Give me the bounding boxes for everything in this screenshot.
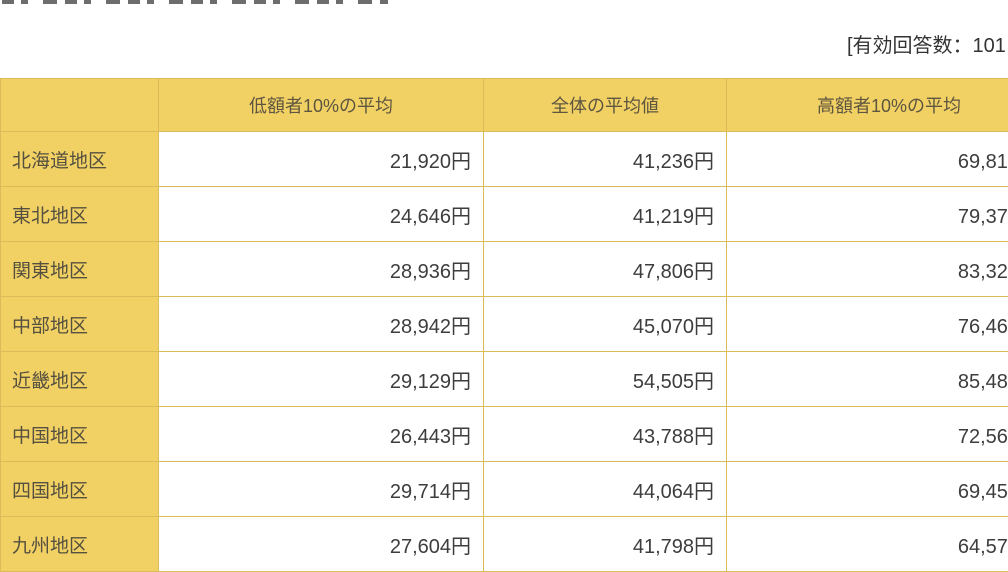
cell-overall: 41,236円 (484, 132, 727, 187)
row-label: 東北地区 (1, 187, 159, 242)
table-body: 北海道地区 21,920円 41,236円 69,810円 東北地区 24,64… (1, 132, 1008, 572)
cell-low10: 26,443円 (159, 407, 484, 462)
table-row: 関東地区 28,936円 47,806円 83,320円 (1, 242, 1008, 297)
cell-high10: 69,450円 (727, 462, 1008, 517)
cell-overall: 41,219円 (484, 187, 727, 242)
cell-overall: 41,798円 (484, 517, 727, 572)
row-label: 関東地区 (1, 242, 159, 297)
cell-high10: 85,484円 (727, 352, 1008, 407)
cell-overall: 44,064円 (484, 462, 727, 517)
cell-high10: 72,560円 (727, 407, 1008, 462)
table-row: 中国地区 26,443円 43,788円 72,560円 (1, 407, 1008, 462)
table-row: 北海道地区 21,920円 41,236円 69,810円 (1, 132, 1008, 187)
row-label: 北海道地区 (1, 132, 159, 187)
cell-overall: 54,505円 (484, 352, 727, 407)
cell-low10: 24,646円 (159, 187, 484, 242)
cell-overall: 43,788円 (484, 407, 727, 462)
table-row: 中部地区 28,942円 45,070円 76,460円 (1, 297, 1008, 352)
cell-overall: 45,070円 (484, 297, 727, 352)
table-row: 近畿地区 29,129円 54,505円 85,484円 (1, 352, 1008, 407)
cell-low10: 28,942円 (159, 297, 484, 352)
cell-high10: 69,810円 (727, 132, 1008, 187)
column-header-high10: 高額者10%の平均 (727, 79, 1008, 132)
table-row: 四国地区 29,714円 44,064円 69,450円 (1, 462, 1008, 517)
header-row: 低額者10%の平均 全体の平均値 高額者10%の平均 (1, 79, 1008, 132)
column-header-overall: 全体の平均値 (484, 79, 727, 132)
cell-overall: 47,806円 (484, 242, 727, 297)
cell-high10: 79,373円 (727, 187, 1008, 242)
row-label: 近畿地区 (1, 352, 159, 407)
column-header-low10: 低額者10%の平均 (159, 79, 484, 132)
page: { "annotation": { "valid_responses_note"… (0, 0, 1008, 557)
cell-low10: 28,936円 (159, 242, 484, 297)
cell-low10: 29,714円 (159, 462, 484, 517)
regional-averages-table: 低額者10%の平均 全体の平均値 高額者10%の平均 北海道地区 21,920円… (0, 78, 1008, 572)
cell-high10: 76,460円 (727, 297, 1008, 352)
cell-low10: 29,129円 (159, 352, 484, 407)
row-label: 九州地区 (1, 517, 159, 572)
table-row: 東北地区 24,646円 41,219円 79,373円 (1, 187, 1008, 242)
cell-low10: 21,920円 (159, 132, 484, 187)
row-label: 中部地区 (1, 297, 159, 352)
cell-high10: 64,579円 (727, 517, 1008, 572)
table-header: 低額者10%の平均 全体の平均値 高額者10%の平均 (1, 79, 1008, 132)
cell-low10: 27,604円 (159, 517, 484, 572)
table-row: 九州地区 27,604円 41,798円 64,579円 (1, 517, 1008, 572)
row-label: 四国地区 (1, 462, 159, 517)
clipped-page-title (2, 0, 388, 4)
valid-responses-note: [有効回答数：101 (847, 29, 1006, 58)
corner-cell (1, 79, 159, 132)
row-label: 中国地区 (1, 407, 159, 462)
cell-high10: 83,320円 (727, 242, 1008, 297)
